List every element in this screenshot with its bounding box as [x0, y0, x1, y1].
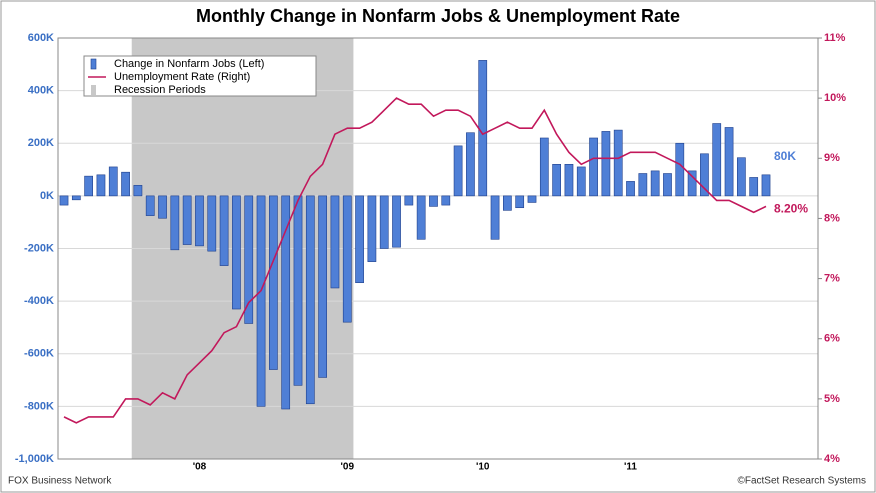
- bar: [675, 142, 685, 197]
- bar: [293, 195, 303, 386]
- bar: [404, 195, 414, 206]
- bar: [207, 195, 217, 252]
- y2-tick-label: 10%: [824, 92, 846, 104]
- bar: [687, 170, 697, 197]
- line: [63, 97, 767, 424]
- bar: [379, 195, 389, 249]
- bar: [429, 195, 438, 207]
- y2-tick-label: 5%: [824, 393, 840, 405]
- y-tick-label: 400K: [28, 85, 54, 97]
- bar: [503, 195, 512, 211]
- bar: [121, 171, 130, 197]
- bar: [71, 195, 81, 201]
- data-label: 80K: [774, 149, 796, 163]
- bar: [108, 166, 118, 197]
- y-tick-label: -800K: [24, 400, 54, 412]
- y2-tick-label: 11%: [824, 32, 846, 44]
- bar: [761, 174, 771, 197]
- bar: [724, 127, 734, 197]
- bar: [441, 195, 451, 206]
- bar: [84, 175, 93, 197]
- data-label: 8.20%: [774, 202, 808, 216]
- bar: [182, 195, 192, 245]
- bar: [527, 195, 537, 203]
- bar: [59, 195, 69, 206]
- y2-tick-label: 9%: [824, 152, 840, 164]
- y-tick-label: 600K: [28, 32, 54, 44]
- legend-label: Change in Nonfarm Jobs (Left): [114, 58, 264, 70]
- bar: [552, 164, 561, 197]
- bar: [133, 185, 143, 197]
- bar: [318, 195, 327, 378]
- bar: [256, 195, 266, 407]
- bar: [589, 137, 598, 197]
- bar: [342, 195, 352, 323]
- bar: [416, 195, 426, 240]
- bar: [170, 195, 180, 251]
- plot-frame: [57, 37, 819, 460]
- bar: [650, 170, 660, 197]
- x-tick-label: '08: [193, 462, 207, 473]
- bar: [478, 60, 488, 197]
- bar: [305, 195, 315, 405]
- y-tick-label: -400K: [24, 295, 54, 307]
- source: ©FactSet Research Systems: [737, 476, 866, 487]
- bar: [626, 181, 635, 197]
- x-tick-label: '10: [476, 462, 490, 473]
- y2-tick-label: 8%: [824, 212, 840, 224]
- bar: [96, 174, 106, 197]
- y2-tick-label: 6%: [824, 333, 840, 345]
- bar: [392, 195, 401, 248]
- bar: [564, 164, 574, 197]
- bar: [638, 173, 648, 197]
- chart-title: Monthly Change in Nonfarm Jobs & Unemplo…: [196, 6, 680, 26]
- bar: [749, 177, 759, 197]
- bar: [737, 157, 746, 197]
- bar: [367, 195, 377, 262]
- y-tick-label: 0K: [40, 190, 54, 202]
- bar: [576, 166, 586, 197]
- y-tick-label: -600K: [24, 348, 54, 360]
- bar: [355, 195, 364, 284]
- y2-tick-label: 7%: [824, 272, 840, 284]
- legend-swatch: [91, 85, 96, 95]
- x-tick-label: '09: [341, 462, 355, 473]
- bar: [232, 195, 241, 310]
- bar: [663, 173, 672, 197]
- bar: [700, 153, 709, 197]
- bar: [269, 195, 278, 370]
- legend-label: Unemployment Rate (Right): [114, 71, 250, 83]
- x-tick-label: '11: [624, 462, 637, 473]
- y-tick-label: 200K: [28, 137, 54, 149]
- bar: [453, 145, 463, 197]
- bar: [158, 195, 167, 219]
- bar: [712, 123, 722, 197]
- bar: [539, 137, 549, 197]
- y-tick-label: -1,000K: [15, 453, 54, 465]
- source: FOX Business Network: [8, 476, 112, 487]
- bar: [490, 195, 500, 240]
- bar: [613, 129, 623, 197]
- bar: [195, 195, 204, 247]
- bar: [330, 195, 340, 289]
- legend-label: Recession Periods: [114, 84, 206, 96]
- bar: [145, 195, 155, 216]
- legend: Change in Nonfarm Jobs (Left)Unemploymen…: [83, 55, 317, 97]
- legend-swatch: [90, 58, 97, 70]
- bar: [219, 195, 229, 266]
- bar: [466, 132, 475, 197]
- bar: [244, 195, 254, 324]
- bar: [601, 131, 611, 197]
- legend-box: [83, 55, 317, 97]
- bar: [281, 195, 291, 410]
- bar: [515, 195, 525, 209]
- y2-tick-label: 4%: [824, 453, 840, 465]
- y-tick-label: -200K: [24, 242, 54, 254]
